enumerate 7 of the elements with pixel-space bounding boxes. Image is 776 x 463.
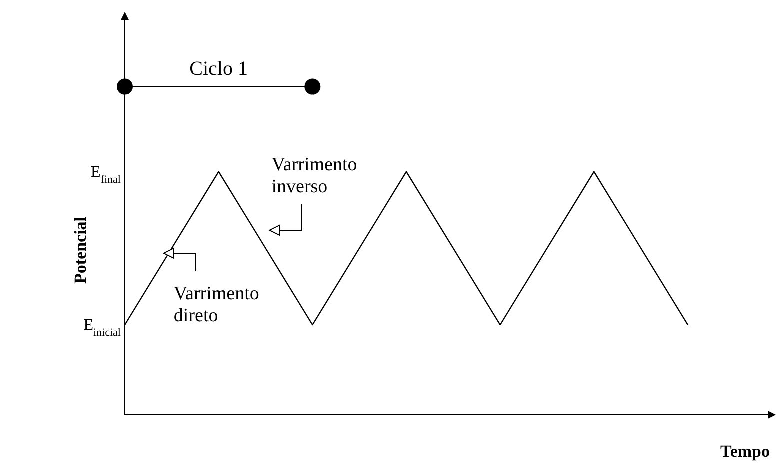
text: Ciclo 1: [190, 58, 248, 80]
x-axis-title: Tempo: [720, 442, 770, 461]
text: E$_{final}$: [91, 164, 121, 186]
text: E$_{inicial}$: [84, 317, 121, 340]
annotation: Varrimento direto: [174, 283, 260, 326]
annotation: Varrimento inverso: [272, 154, 358, 198]
y-axis-title: Potencial: [71, 216, 90, 284]
